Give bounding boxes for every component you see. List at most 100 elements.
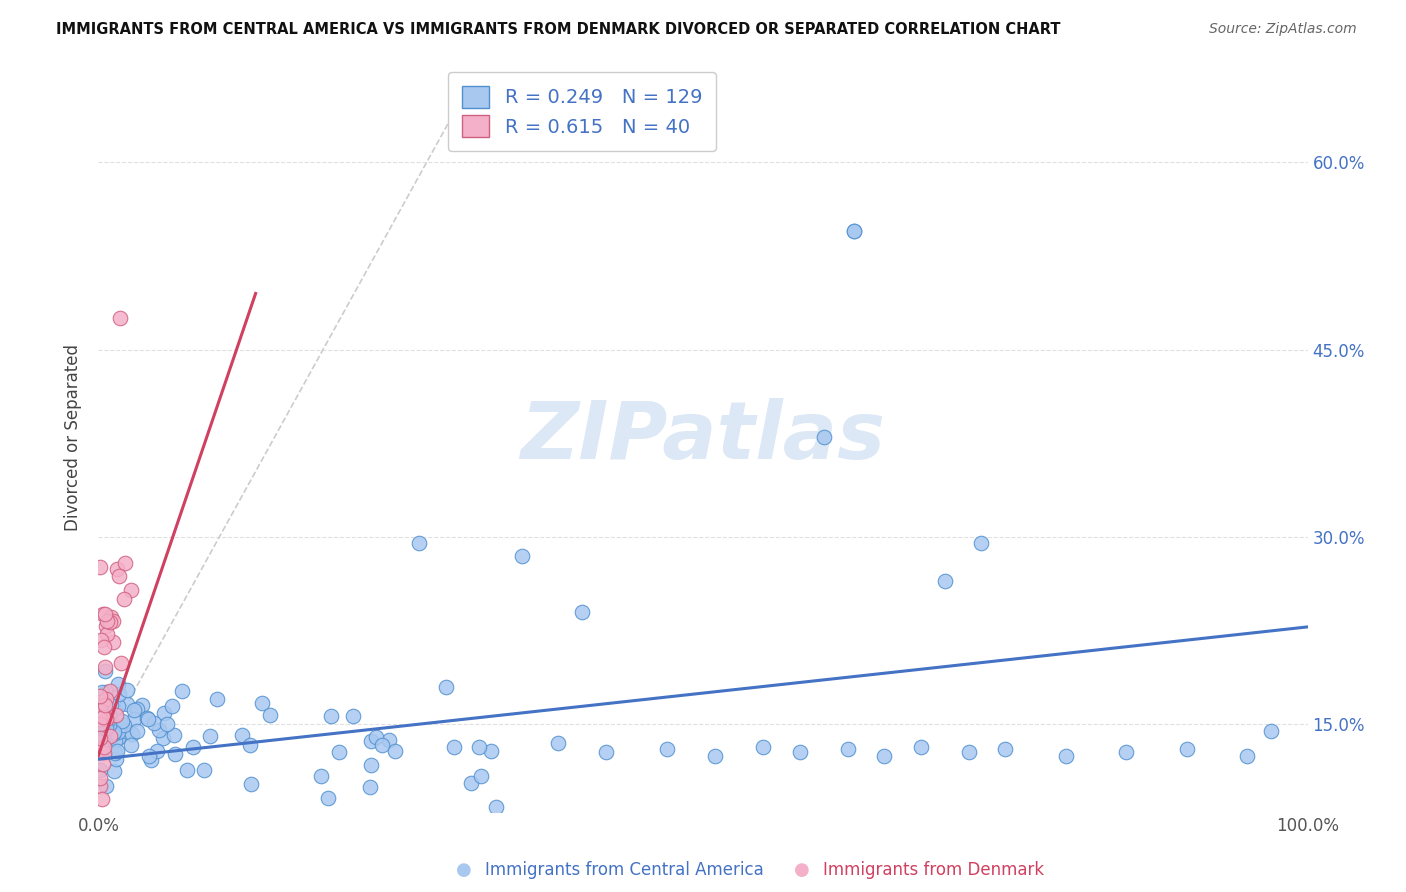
Point	[655, 742, 678, 756]
Point	[115, 697, 138, 711]
Text: ●: ●	[456, 861, 472, 879]
Point	[371, 738, 394, 752]
Text: Immigrants from Denmark: Immigrants from Denmark	[823, 861, 1043, 879]
Point	[93, 746, 115, 760]
Point	[91, 792, 114, 806]
Point	[104, 734, 127, 748]
Point	[90, 684, 112, 698]
Point	[93, 640, 115, 654]
Point	[97, 701, 120, 715]
Point	[91, 722, 114, 736]
Point	[89, 559, 111, 574]
Point	[89, 716, 111, 731]
Point	[468, 739, 491, 754]
Point	[443, 739, 465, 754]
Point	[89, 714, 111, 728]
Point	[91, 739, 114, 753]
Point	[112, 592, 135, 607]
Point	[120, 738, 142, 752]
Point	[408, 536, 430, 550]
Point	[97, 713, 120, 727]
Point	[90, 694, 112, 708]
Point	[94, 713, 117, 727]
Point	[107, 731, 129, 745]
Point	[111, 714, 134, 728]
Point	[89, 745, 111, 759]
Text: Source: ZipAtlas.com: Source: ZipAtlas.com	[1209, 22, 1357, 37]
Point	[91, 729, 114, 743]
Point	[89, 702, 111, 716]
Point	[789, 745, 811, 759]
Point	[93, 690, 115, 704]
Point	[873, 748, 896, 763]
Point	[96, 615, 118, 629]
Point	[1115, 745, 1137, 759]
Point	[96, 720, 118, 734]
Point	[107, 698, 129, 713]
Point	[172, 684, 194, 698]
Point	[97, 735, 120, 749]
Point	[114, 557, 136, 571]
Point	[142, 715, 165, 730]
Point	[131, 698, 153, 712]
Point	[259, 708, 281, 723]
Point	[94, 721, 117, 735]
Point	[103, 725, 125, 739]
Point	[342, 709, 364, 723]
Point	[837, 742, 859, 756]
Point	[93, 607, 115, 622]
Point	[89, 690, 111, 704]
Point	[752, 739, 775, 754]
Point	[160, 699, 183, 714]
Point	[91, 698, 114, 712]
Point	[90, 735, 112, 749]
Point	[96, 692, 118, 706]
Point	[98, 729, 121, 743]
Point	[100, 698, 122, 712]
Point	[163, 727, 186, 741]
Point	[93, 660, 115, 674]
Point	[89, 779, 111, 793]
Point	[107, 568, 129, 582]
Point	[364, 730, 387, 744]
Point	[957, 745, 980, 759]
Point	[153, 706, 176, 720]
Point	[91, 722, 114, 736]
Point	[813, 430, 835, 444]
Point	[98, 684, 121, 698]
Point	[89, 763, 111, 777]
Point	[105, 562, 128, 576]
Point	[94, 698, 117, 712]
Point	[460, 776, 482, 790]
Text: IMMIGRANTS FROM CENTRAL AMERICA VS IMMIGRANTS FROM DENMARK DIVORCED OR SEPARATED: IMMIGRANTS FROM CENTRAL AMERICA VS IMMIG…	[56, 22, 1060, 37]
Point	[319, 709, 342, 723]
Point	[163, 747, 186, 761]
Point	[100, 610, 122, 624]
Point	[146, 744, 169, 758]
Point	[89, 695, 111, 709]
Point	[90, 632, 112, 647]
Point	[359, 780, 381, 795]
Point	[205, 691, 228, 706]
Text: ●: ●	[793, 861, 810, 879]
Point	[148, 723, 170, 738]
Point	[595, 745, 617, 759]
Point	[91, 756, 114, 771]
Legend: R = 0.249   N = 129, R = 0.615   N = 40: R = 0.249 N = 129, R = 0.615 N = 40	[449, 72, 716, 151]
Point	[94, 779, 117, 793]
Point	[484, 799, 506, 814]
Point	[970, 536, 993, 550]
Point	[436, 680, 458, 694]
Point	[127, 701, 149, 715]
Text: ZIPatlas: ZIPatlas	[520, 398, 886, 476]
Point	[844, 224, 866, 238]
Point	[470, 769, 492, 783]
Point	[156, 717, 179, 731]
Point	[124, 713, 146, 727]
Text: Immigrants from Central America: Immigrants from Central America	[485, 861, 763, 879]
Point	[89, 712, 111, 726]
Point	[96, 627, 118, 641]
Point	[360, 757, 382, 772]
Point	[89, 729, 111, 743]
Point	[91, 727, 114, 741]
